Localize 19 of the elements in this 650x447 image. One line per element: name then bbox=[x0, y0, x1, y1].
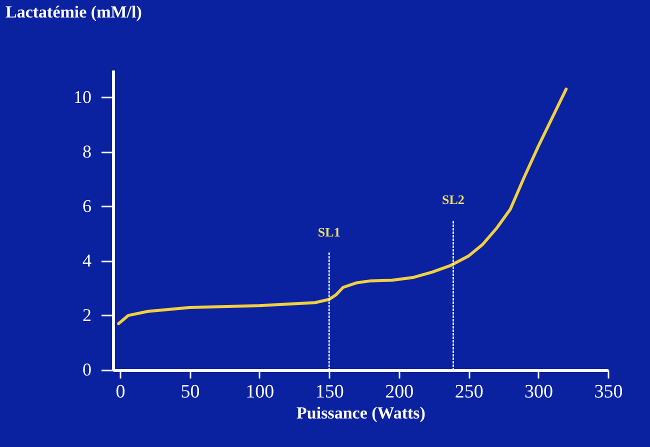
y-tick-label: 6 bbox=[82, 196, 92, 216]
y-tick-label: 10 bbox=[74, 86, 92, 107]
y-tick-label: 0 bbox=[82, 360, 92, 380]
y-tick-label: 4 bbox=[82, 250, 92, 270]
y-tick-label: 2 bbox=[82, 304, 92, 325]
x-tick-label: 200 bbox=[385, 382, 414, 402]
x-tick-label: 0 bbox=[116, 382, 126, 402]
series-label: SL1 bbox=[318, 224, 340, 240]
x-tick-label: 50 bbox=[180, 382, 200, 402]
x-tick-label: 350 bbox=[594, 382, 623, 402]
x-tick-label: 250 bbox=[454, 382, 484, 402]
x-tick-label: 300 bbox=[524, 382, 554, 402]
y-tick-label: 8 bbox=[82, 141, 92, 162]
line-series bbox=[117, 88, 568, 326]
x-axis-title: Puissance (Watts) bbox=[296, 404, 426, 422]
x-tick-label: 100 bbox=[246, 382, 274, 402]
series-label: SL2 bbox=[442, 192, 464, 207]
y-axis-title: Lactatémie (mM/l) bbox=[6, 2, 142, 22]
x-tick-label: 150 bbox=[315, 382, 344, 402]
